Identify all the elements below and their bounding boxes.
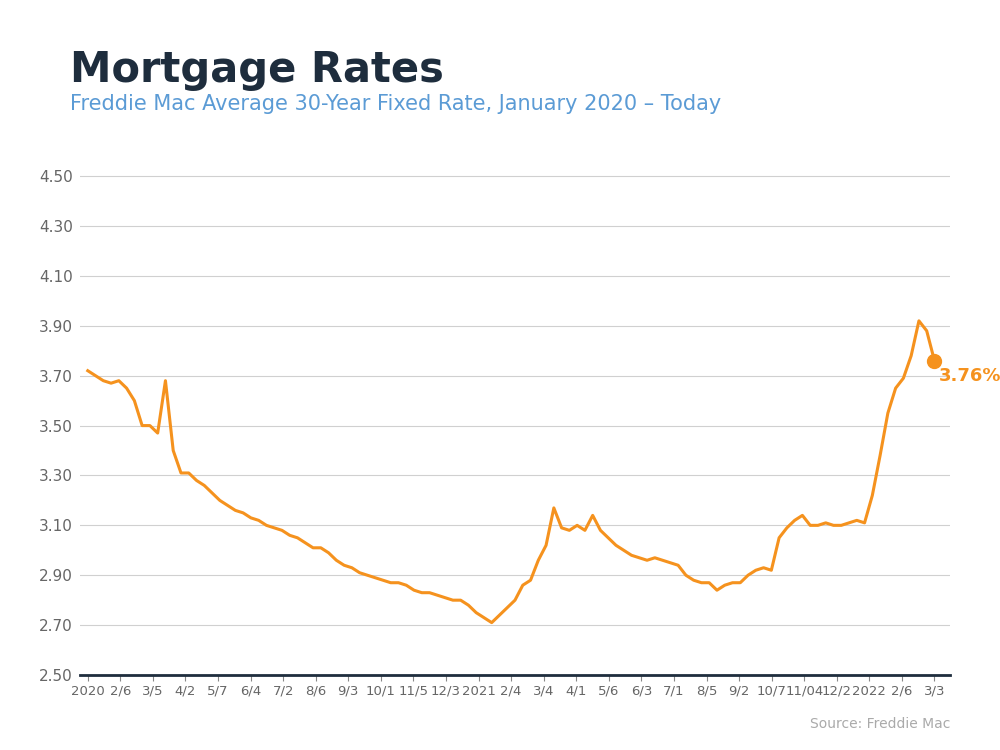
Text: 3.76%: 3.76%: [938, 367, 1000, 385]
Text: Freddie Mac Average 30-Year Fixed Rate, January 2020 – Today: Freddie Mac Average 30-Year Fixed Rate, …: [70, 94, 721, 114]
Text: Source: Freddie Mac: Source: Freddie Mac: [810, 717, 950, 731]
Text: Mortgage Rates: Mortgage Rates: [70, 49, 444, 91]
